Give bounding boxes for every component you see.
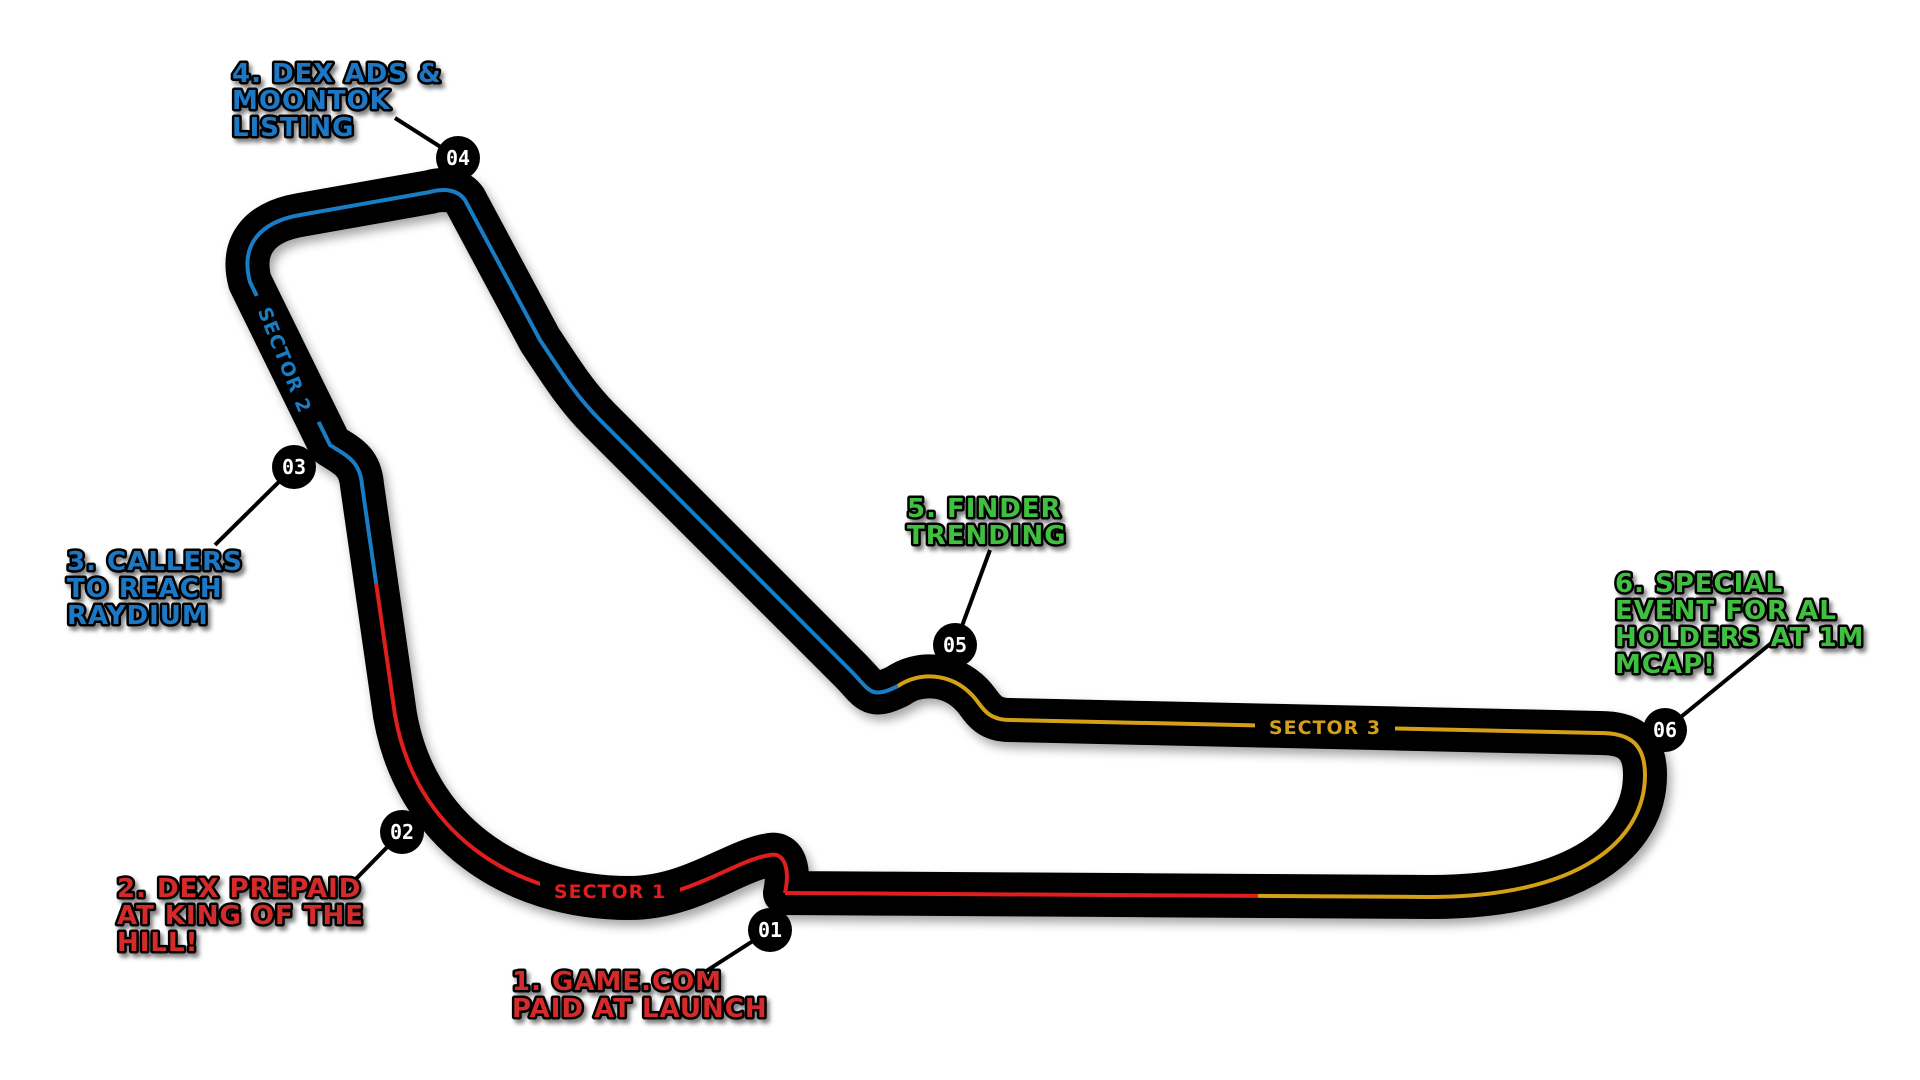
leader-line-6: [1663, 638, 1777, 732]
callout-3-line-3: RAYDIUM: [67, 601, 209, 631]
callout-1-line-2: PAID AT LAUNCH: [512, 994, 768, 1024]
marker-02[interactable]: 02: [380, 810, 424, 854]
marker-03[interactable]: 03: [272, 445, 316, 489]
marker-04[interactable]: 04: [436, 136, 480, 180]
callout-6-line-2: EVENT FOR AL: [1615, 596, 1837, 626]
callout-3-line-1: 3. CALLERS: [67, 547, 243, 577]
sector-3-label: SECTOR 3: [1255, 714, 1395, 740]
callout-5-line-1: 5. FINDER: [907, 494, 1062, 524]
marker-01-text: 01: [758, 918, 782, 942]
callout-2-line-3: HILL!: [117, 928, 198, 958]
sector-1-text: SECTOR 1: [554, 881, 666, 903]
callout-6-line-1: 6. SPECIAL: [1615, 569, 1783, 599]
callout-3-line-2: TO REACH: [67, 574, 223, 604]
marker-06[interactable]: 06: [1643, 708, 1687, 752]
callout-6: 6. SPECIAL EVENT FOR AL HOLDERS AT 1M MC…: [1615, 569, 1875, 680]
marker-03-text: 03: [282, 455, 306, 479]
callout-3: 3. CALLERS TO REACH RAYDIUM: [67, 547, 253, 631]
callout-6-line-4: MCAP!: [1615, 650, 1716, 680]
callout-4: 4. DEX ADS & MOONTOK LISTING: [232, 59, 452, 143]
callout-4-line-3: LISTING: [232, 113, 354, 143]
callout-1-line-1: 1. GAME.COM: [512, 967, 722, 997]
callout-5-line-2: TRENDING: [907, 521, 1067, 551]
marker-05-text: 05: [943, 633, 967, 657]
sector-3-text: SECTOR 3: [1269, 717, 1381, 739]
callouts: 1. GAME.COM PAID AT LAUNCH 2. DEX PREPAI…: [65, 57, 1875, 1027]
marker-02-text: 02: [390, 820, 414, 844]
marker-01[interactable]: 01: [748, 908, 792, 952]
callout-4-line-1: 4. DEX ADS &: [232, 59, 442, 89]
callout-1: 1. GAME.COM PAID AT LAUNCH: [512, 967, 768, 1024]
callout-2: 2. DEX PREPAID AT KING OF THE HILL!: [117, 874, 374, 958]
callout-6-line-3: HOLDERS AT 1M: [1615, 623, 1864, 653]
marker-04-text: 04: [446, 146, 470, 170]
callout-2-line-2: AT KING OF THE: [117, 901, 364, 931]
marker-06-text: 06: [1653, 718, 1677, 742]
marker-05[interactable]: 05: [933, 623, 977, 667]
callout-2-line-1: 2. DEX PREPAID: [117, 874, 361, 904]
sector-1-label: SECTOR 1: [540, 878, 680, 904]
sector-line-3: [245, 188, 1648, 901]
callout-5: 5. FINDER TRENDING: [907, 494, 1072, 551]
sector-line-2: [245, 188, 1648, 901]
callout-4-line-2: MOONTOK: [232, 86, 391, 116]
